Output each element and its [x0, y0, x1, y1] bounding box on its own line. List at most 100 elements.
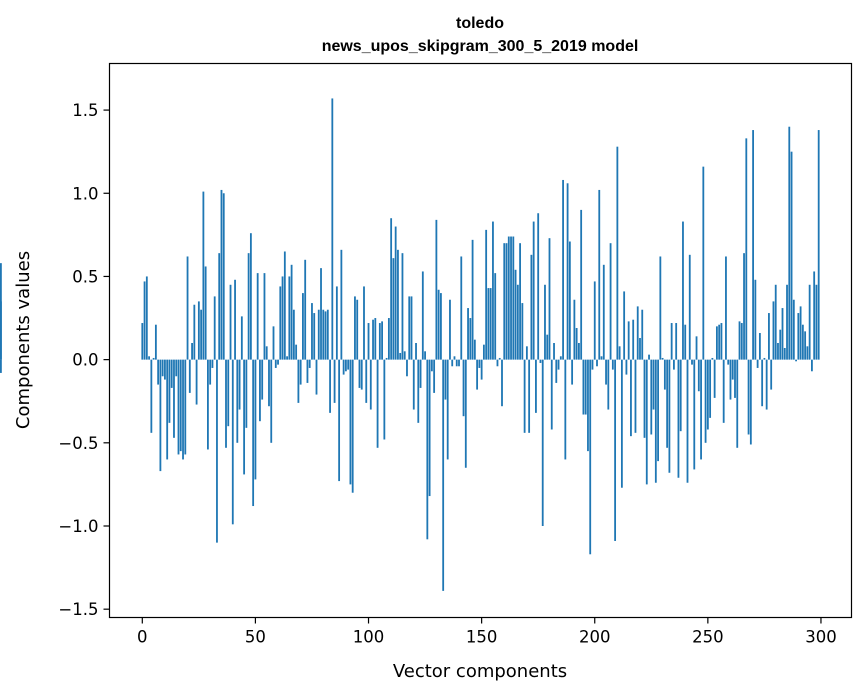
- bar: [143, 281, 146, 360]
- bar: [265, 346, 268, 360]
- bar: [331, 98, 334, 360]
- bar: [788, 126, 791, 360]
- bar: [338, 359, 341, 482]
- y-tick-label: 0.5: [72, 267, 98, 286]
- bar: [173, 359, 175, 438]
- bar: [718, 324, 721, 360]
- bar: [261, 359, 264, 400]
- bar: [166, 359, 169, 460]
- bar: [408, 296, 411, 360]
- bar: [668, 359, 671, 473]
- bar: [401, 253, 404, 360]
- bar: [292, 309, 295, 360]
- bar: [383, 359, 386, 440]
- bar: [795, 359, 797, 362]
- bar: [254, 359, 257, 480]
- bar: [299, 359, 302, 385]
- bar: [191, 343, 193, 360]
- bar: [249, 233, 252, 360]
- bar: [523, 359, 526, 433]
- bar: [381, 321, 383, 360]
- bar: [663, 359, 666, 390]
- bar: [451, 359, 454, 367]
- bar: [514, 269, 517, 360]
- bar: [403, 351, 406, 360]
- bar: [259, 359, 261, 422]
- bar: [363, 286, 365, 360]
- bar: [272, 326, 275, 360]
- bar: [566, 183, 569, 360]
- bar: [170, 359, 173, 388]
- bar: [777, 343, 779, 360]
- bar: [449, 299, 451, 360]
- bar: [487, 288, 490, 360]
- bar: [811, 359, 813, 372]
- bar: [618, 346, 621, 360]
- bar: [602, 264, 605, 360]
- bar: [430, 359, 433, 372]
- bar: [444, 359, 447, 400]
- chart-title: toledo: [456, 15, 504, 32]
- bar: [510, 236, 512, 360]
- bar: [611, 359, 614, 370]
- y-tick-label: 0.0: [72, 351, 98, 370]
- bar: [347, 359, 350, 370]
- bar: [711, 357, 714, 360]
- bar: [792, 299, 795, 360]
- bar: [340, 249, 343, 360]
- x-tick-label: 250: [692, 628, 724, 647]
- bar: [482, 344, 485, 360]
- bar: [571, 359, 574, 385]
- bar: [304, 259, 307, 360]
- bar: [492, 221, 494, 360]
- bar: [512, 236, 515, 360]
- bar: [546, 334, 549, 360]
- bar: [281, 276, 284, 360]
- bar: [329, 359, 331, 413]
- bar: [372, 319, 374, 360]
- bar: [179, 359, 182, 452]
- bar: [392, 258, 395, 360]
- bar: [813, 271, 816, 360]
- bar: [204, 266, 207, 360]
- bar: [505, 243, 508, 360]
- bar: [424, 351, 426, 360]
- bar: [763, 357, 766, 360]
- bar: [311, 303, 313, 360]
- bar: [397, 249, 399, 360]
- bar: [175, 359, 178, 377]
- bar: [410, 296, 413, 360]
- bar: [243, 359, 246, 475]
- bar: [378, 323, 381, 360]
- bar: [630, 359, 632, 437]
- bar: [709, 359, 712, 418]
- bar: [478, 359, 481, 368]
- bar: [501, 359, 503, 407]
- y-axis-ticks: −1.5 −1.0 −0.5 0.0 0.5 1.0 1.5: [58, 101, 110, 619]
- bar: [670, 323, 673, 360]
- bar: [691, 359, 693, 365]
- bar: [673, 359, 675, 370]
- bar: [652, 359, 655, 410]
- bar: [758, 333, 761, 360]
- bar: [159, 359, 162, 472]
- bar: [467, 308, 469, 360]
- bar: [356, 299, 359, 360]
- bar: [263, 273, 266, 360]
- bar: [367, 323, 370, 360]
- bar: [231, 359, 234, 525]
- bar: [548, 238, 551, 360]
- bar: [458, 359, 460, 367]
- bar: [406, 359, 408, 377]
- bar: [530, 254, 533, 360]
- bar: [749, 359, 752, 445]
- bar: [521, 303, 524, 360]
- bar: [589, 359, 592, 555]
- bar: [729, 359, 732, 400]
- bar: [528, 359, 531, 433]
- bar: [609, 243, 612, 360]
- bar: [277, 359, 279, 365]
- bar: [268, 359, 270, 407]
